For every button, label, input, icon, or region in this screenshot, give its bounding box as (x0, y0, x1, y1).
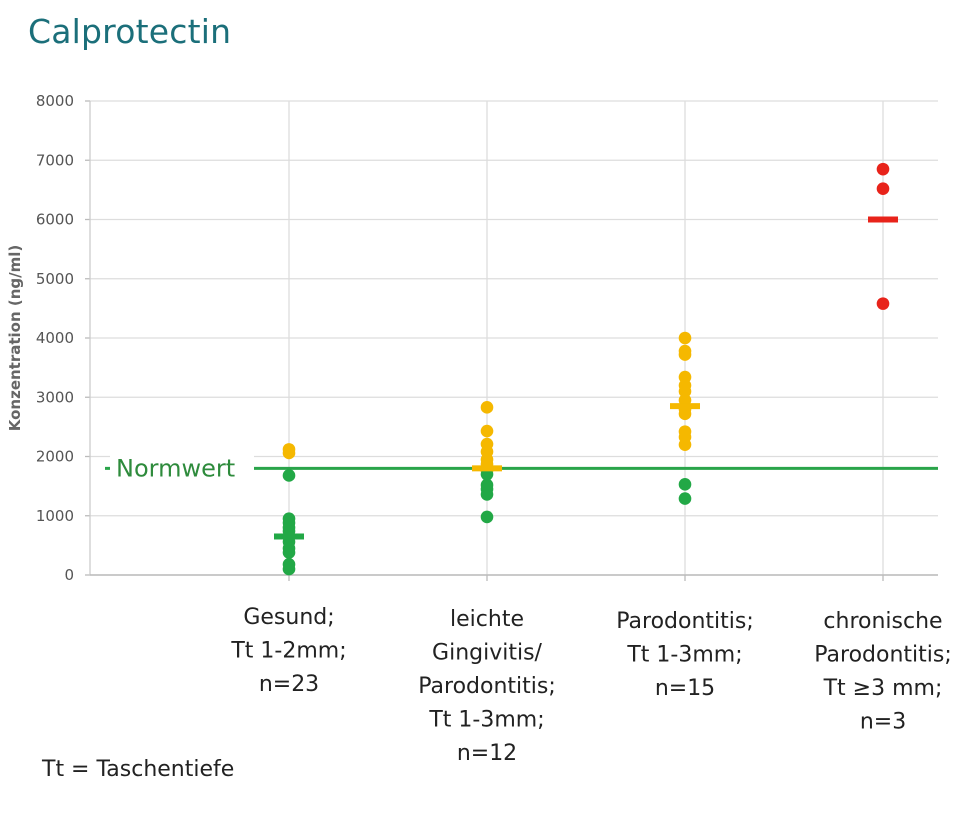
footnote: Tt = Taschentiefe (41, 757, 234, 782)
y-tick-label: 2000 (36, 448, 74, 466)
mean-marker (868, 216, 898, 223)
data-point (678, 348, 692, 361)
y-tick-label: 5000 (36, 270, 74, 288)
data-point (480, 401, 494, 414)
data-point (282, 546, 296, 559)
category-label: Parodontitis; Tt 1-3mm; n=15 (616, 609, 754, 701)
category-label: leichte Gingivitis/Parodontitis; Tt 1-3mm;… (418, 607, 556, 766)
category-label: chronische Parodontitis; Tt ≥3 mm; n=3 (814, 609, 952, 735)
data-point (876, 182, 890, 195)
chart-title: Calprotectin (28, 12, 232, 51)
data-point (678, 407, 692, 421)
data-point (678, 385, 692, 398)
data-point (480, 510, 494, 524)
data-point (282, 469, 296, 482)
category-label: Gesund; Tt 1-2mm; n=23 (230, 605, 346, 697)
y-tick-label: 7000 (36, 151, 74, 169)
data-point (678, 331, 692, 345)
data-point (282, 562, 296, 576)
data-point (876, 297, 890, 310)
data-point (480, 488, 494, 501)
data-point (480, 424, 494, 438)
mean-marker (472, 465, 502, 472)
reference-line-group: Normwert (105, 450, 938, 485)
data-points (274, 162, 898, 576)
data-point (876, 162, 890, 176)
normwert-label: Normwert (116, 454, 235, 482)
y-tick-label: 8000 (36, 92, 74, 110)
data-point (678, 492, 692, 505)
mean-marker (274, 533, 304, 540)
y-axis-label: Konzentration (ng/ml) (6, 245, 24, 432)
y-tick-label: 4000 (36, 329, 74, 347)
grid-lines (90, 100, 938, 576)
category-labels: Gesund; Tt 1-2mm; n=23 leichte Gingivitis/Pa… (230, 605, 951, 766)
data-point (678, 478, 692, 491)
y-axis: 0 1000 2000 3000 4000 5000 6000 7000 8000 (36, 92, 938, 584)
y-tick-label: 1000 (36, 507, 74, 525)
y-tick-label: 6000 (36, 211, 74, 229)
y-tick-label: 0 (64, 566, 74, 584)
normwert-label-background (110, 450, 254, 485)
mean-marker (670, 403, 700, 410)
data-point (678, 438, 692, 451)
y-tick-label: 3000 (36, 388, 74, 406)
data-point (282, 446, 296, 460)
